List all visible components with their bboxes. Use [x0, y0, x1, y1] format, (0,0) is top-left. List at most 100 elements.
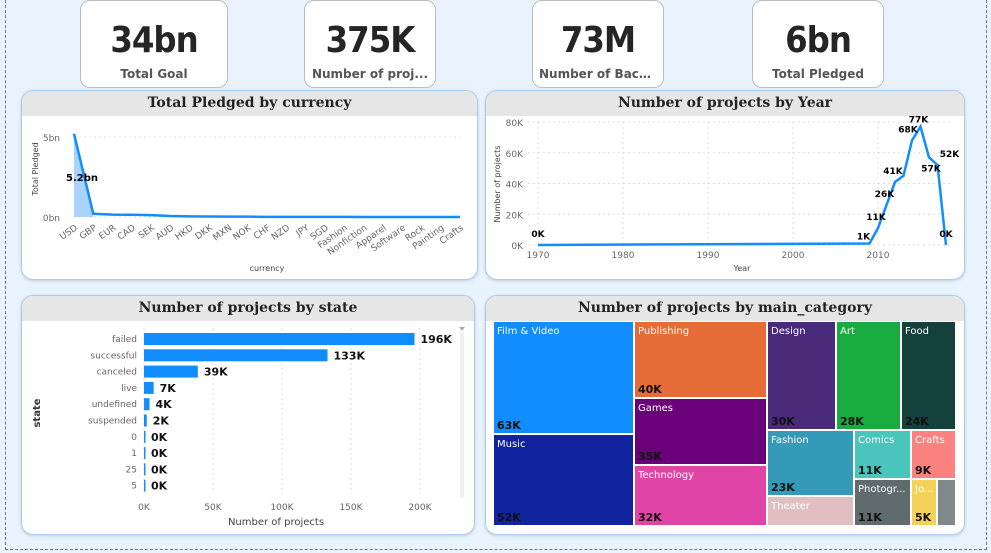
bar	[144, 365, 198, 378]
series-line	[72, 133, 460, 219]
treemap-tile[interactable]: Crafts 9K	[911, 430, 956, 479]
tile-label: Crafts	[915, 435, 945, 446]
y-tick-label: 5	[131, 482, 137, 492]
x-tick-label: HKD	[174, 223, 196, 242]
data-label: 52K	[940, 150, 961, 160]
tile-value: 35K	[638, 450, 662, 463]
kpi-total-pledged[interactable]: 6bn Total Pledged	[752, 0, 884, 88]
x-tick-label: 1980	[612, 251, 635, 261]
treemap-tile[interactable]: Comics 11K	[854, 430, 911, 479]
treemap-tile[interactable]: Design 30K	[767, 321, 836, 430]
bar	[144, 333, 415, 345]
data-label: 39K	[204, 366, 228, 379]
data-label: 0K	[939, 230, 953, 240]
bar	[144, 447, 146, 460]
y-tick-label: successful	[90, 351, 137, 361]
projects-by-category-panel[interactable]: Number of projects by main_category Film…	[485, 295, 965, 535]
projects-by-state-panel[interactable]: Number of projects by state 0K 50K 100K 150…	[21, 295, 475, 535]
tile-label: Theater	[771, 501, 810, 512]
treemap-tile[interactable]: Games 35K	[634, 398, 767, 465]
tile-value: 63K	[497, 419, 521, 432]
kpi-label: Total Goal	[120, 67, 188, 81]
y-tick-label: 0K	[511, 242, 524, 252]
x-tick-label: 50K	[204, 503, 222, 513]
treemap-tile[interactable]: Photogr... 11K	[854, 479, 911, 526]
data-label: 0K	[151, 431, 168, 444]
bar	[144, 398, 150, 411]
data-label: 68K	[898, 125, 919, 135]
scroll-up-icon	[459, 327, 465, 331]
x-tick-label: GBP	[78, 223, 99, 242]
y-tick-label: 60K	[506, 150, 524, 160]
x-tick-label: NOK	[232, 223, 255, 243]
treemap-tile[interactable]: Technology 32K	[634, 465, 767, 526]
panel-title: Number of projects by main_category	[486, 296, 964, 321]
x-tick-label: AUD	[154, 223, 176, 243]
data-label: 11K	[866, 213, 887, 223]
data-label: 0K	[531, 230, 545, 240]
treemap-tile[interactable]: Fashion 23K	[767, 430, 854, 496]
x-tick-label: EUR	[97, 223, 118, 242]
treemap-tile[interactable]: Music 52K	[493, 434, 634, 526]
y-tick-label: live	[121, 384, 137, 394]
x-tick-label: MXN	[211, 223, 234, 243]
y-tick-label: 0	[131, 433, 137, 443]
y-axis-title: Number of projects	[493, 146, 502, 223]
tile-label: Comics	[858, 435, 895, 446]
treemap-tile[interactable]: Jo... 5K	[911, 479, 937, 526]
data-label: 26K	[875, 190, 896, 200]
x-tick-label: 1970	[527, 251, 550, 261]
y-tick-label: 25	[126, 465, 137, 475]
kpi-label: Number of proj...	[311, 67, 429, 81]
tile-label: Design	[771, 326, 806, 337]
bar	[144, 479, 146, 492]
x-tick-label: 200K	[408, 503, 432, 513]
treemap-tile[interactable]: Publishing 40K	[634, 321, 767, 398]
data-label: 196K	[420, 333, 452, 346]
data-label: 1K	[857, 232, 871, 242]
data-label: 0K	[151, 463, 168, 476]
projects-by-year-panel[interactable]: Number of projects by Year 0K 20K 40K 60K 80…	[485, 90, 965, 280]
y-tick-label: 1	[131, 449, 137, 459]
data-label: 133K	[334, 349, 366, 362]
data-label: 57K	[921, 164, 942, 174]
tile-label: Fashion	[771, 435, 809, 446]
kpi-total-goal[interactable]: 34bn Total Goal	[80, 0, 228, 88]
pledged-by-currency-panel[interactable]: Total Pledged by currency 0bn 5bn USD GBP EU…	[21, 90, 478, 280]
kpi-value: 375K	[325, 20, 416, 61]
y-tick-label: undefined	[92, 400, 137, 410]
kpi-number-of-backers[interactable]: 73M Number of Back...	[532, 0, 664, 88]
treemap-tile[interactable]: Theater	[767, 496, 854, 526]
tile-value: 40K	[638, 383, 662, 396]
kpi-label: Number of Back...	[539, 67, 661, 81]
x-tick-label: SEK	[137, 223, 158, 242]
tile-label: Art	[840, 326, 855, 337]
y-axis-title: Total Pledged	[31, 142, 40, 196]
panel-title: Number of projects by Year	[486, 91, 964, 116]
panel-title: Number of projects by state	[22, 296, 474, 321]
tile-label: Music	[497, 439, 526, 450]
treemap-tile[interactable]: Film & Video 63K	[493, 321, 634, 434]
data-label: 77K	[909, 116, 930, 126]
panel-title: Total Pledged by currency	[22, 91, 477, 116]
treemap-tile[interactable]	[937, 479, 956, 526]
y-tick-label: failed	[112, 335, 137, 345]
x-tick-label: CHF	[252, 223, 273, 242]
tile-label: Photogr...	[858, 484, 906, 495]
data-label: 2K	[153, 415, 170, 428]
tile-value: 28K	[840, 415, 864, 428]
tile-value: 5K	[915, 511, 932, 524]
data-label: 7K	[160, 382, 177, 395]
treemap-tile[interactable]: Food 24K	[901, 321, 956, 430]
bar	[144, 349, 328, 362]
treemap-tile[interactable]: Art 28K	[836, 321, 901, 430]
x-tick-label: CAD	[116, 223, 138, 242]
x-tick-label: 2010	[867, 251, 890, 261]
kpi-number-of-projects[interactable]: 375K Number of proj...	[304, 0, 436, 88]
y-tick-label: 80K	[506, 119, 524, 129]
series-line	[537, 123, 948, 247]
data-label: 41K	[883, 167, 904, 177]
data-label: 0K	[151, 480, 168, 493]
scrollbar[interactable]	[460, 332, 464, 498]
